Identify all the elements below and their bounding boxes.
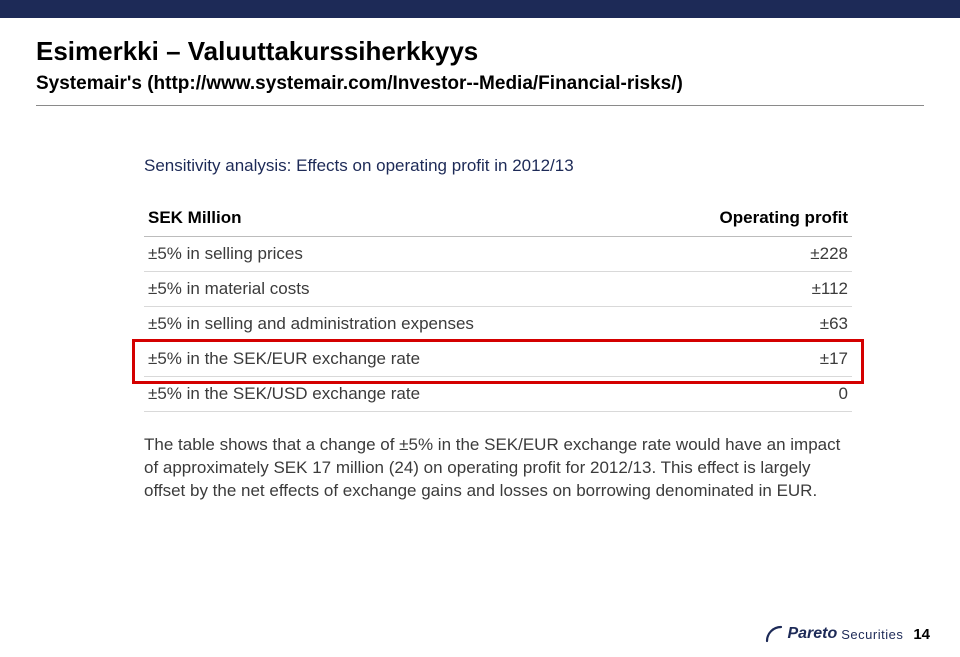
logo-arc-icon	[765, 625, 783, 643]
logo-word-2: Securities	[841, 627, 903, 642]
row-label: ±5% in the SEK/USD exchange rate	[144, 377, 647, 412]
sensitivity-table: SEK Million Operating profit ±5% in sell…	[144, 202, 852, 412]
sensitivity-table-wrap: SEK Million Operating profit ±5% in sell…	[144, 202, 852, 412]
page-subtitle: Systemair's (http://www.systemair.com/In…	[36, 73, 924, 95]
row-label: ±5% in selling and administration expens…	[144, 307, 647, 342]
title-rule	[36, 105, 924, 106]
row-value: ±17	[647, 342, 852, 377]
footer: Pareto Securities 14	[765, 625, 930, 643]
page-title: Esimerkki – Valuuttakurssiherkkyys	[36, 36, 924, 67]
explanatory-note: The table shows that a change of ±5% in …	[144, 434, 852, 503]
content: Sensitivity analysis: Effects on operati…	[36, 156, 924, 503]
logo-word-1: Pareto	[787, 625, 837, 643]
row-value: ±112	[647, 272, 852, 307]
table-row: ±5% in selling prices±228	[144, 237, 852, 272]
slide-body: Esimerkki – Valuuttakurssiherkkyys Syste…	[0, 18, 960, 503]
pareto-logo: Pareto Securities	[765, 625, 903, 643]
col-header-right: Operating profit	[647, 202, 852, 237]
page-number: 14	[913, 626, 930, 643]
table-row: ±5% in selling and administration expens…	[144, 307, 852, 342]
row-value: ±228	[647, 237, 852, 272]
table-row: ±5% in material costs±112	[144, 272, 852, 307]
row-value: 0	[647, 377, 852, 412]
col-header-left: SEK Million	[144, 202, 647, 237]
row-label: ±5% in material costs	[144, 272, 647, 307]
row-label: ±5% in selling prices	[144, 237, 647, 272]
table-row: ±5% in the SEK/EUR exchange rate±17	[144, 342, 852, 377]
table-caption: Sensitivity analysis: Effects on operati…	[144, 156, 852, 176]
top-bar	[0, 0, 960, 18]
table-row: ±5% in the SEK/USD exchange rate0	[144, 377, 852, 412]
row-value: ±63	[647, 307, 852, 342]
row-label: ±5% in the SEK/EUR exchange rate	[144, 342, 647, 377]
